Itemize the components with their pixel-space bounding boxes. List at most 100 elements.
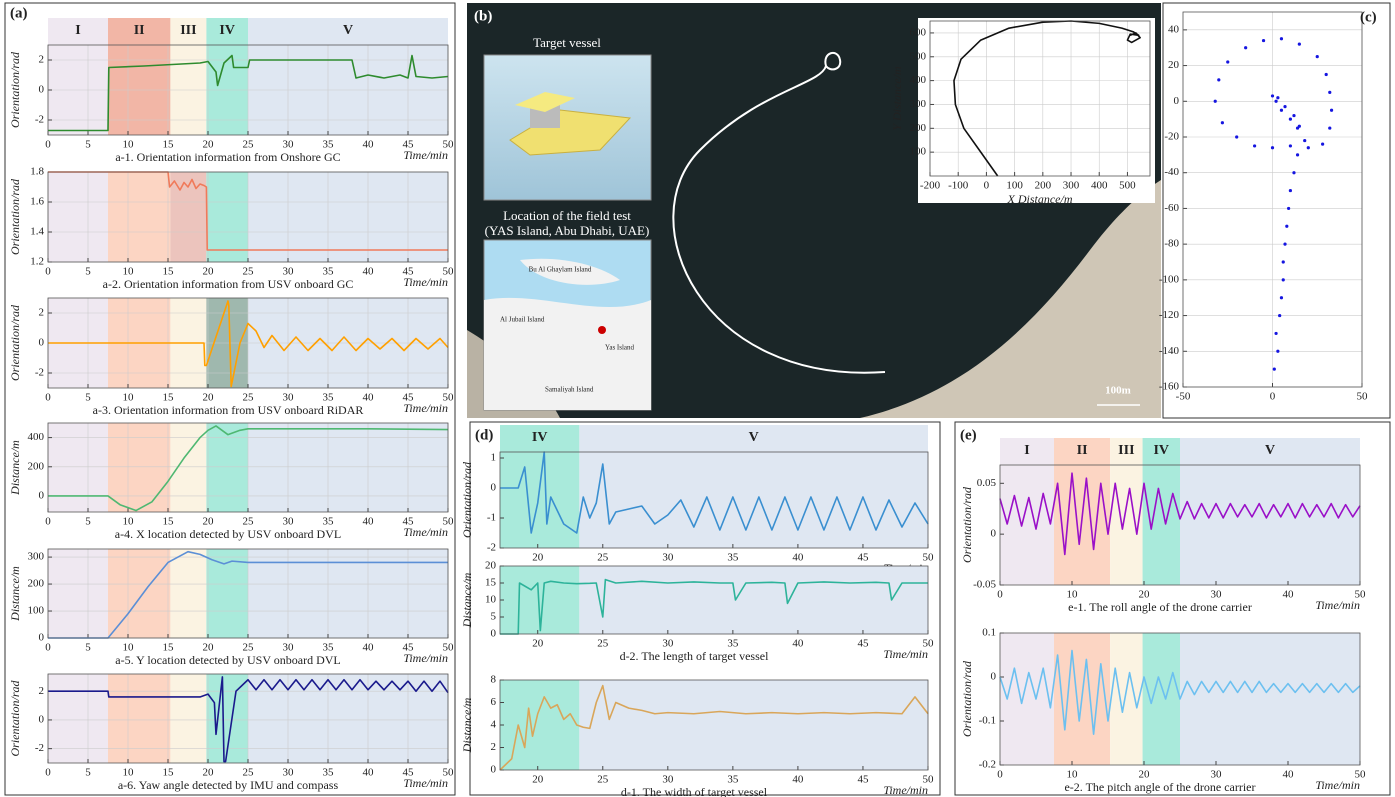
phase-band	[1110, 633, 1142, 765]
phase-label: V	[1265, 443, 1275, 458]
x-axis-label: Time/min	[403, 776, 448, 790]
scatter-point	[1221, 121, 1224, 124]
caption: d-2. The length of target vessel	[620, 649, 770, 663]
panel-label: (d)	[475, 427, 493, 443]
scatter-point	[1276, 96, 1279, 99]
x-tick-label: 30	[283, 767, 295, 779]
y-tick-label: 300	[910, 98, 927, 110]
y-tick-label: 300	[28, 551, 45, 563]
x-tick-label: 400	[1091, 180, 1108, 192]
y-tick-label: 1.6	[30, 196, 44, 208]
phase-label: IV	[532, 430, 548, 445]
phase-label: IV	[1153, 443, 1169, 458]
scatter-point	[1226, 60, 1229, 63]
scatter-point	[1289, 118, 1292, 121]
y-tick-label: 0.1	[982, 627, 996, 639]
x-tick-label: 25	[243, 767, 255, 779]
y-tick-label: 0.05	[977, 477, 997, 489]
x-tick-label: 40	[1283, 769, 1295, 781]
x-tick-label: 0	[984, 180, 990, 192]
y-tick-label: 2	[491, 741, 497, 753]
panel-label: (e)	[960, 427, 977, 443]
phase-band	[1143, 633, 1180, 765]
scatter-point	[1276, 350, 1279, 353]
x-axis-label: Time/min	[403, 275, 448, 289]
x-tick-label: 30	[662, 774, 674, 786]
x-tick-label: 20	[532, 774, 544, 786]
x-axis-label: Time/min	[883, 783, 928, 797]
x-tick-label: 20	[203, 139, 215, 151]
x-tick-label: 0	[45, 767, 51, 779]
y-tick-label: 1	[491, 452, 497, 464]
phase-band	[1000, 633, 1054, 765]
scatter-point	[1280, 296, 1283, 299]
scatter-point	[1274, 332, 1277, 335]
x-tick-label: 20	[1139, 769, 1151, 781]
scatter-point	[1328, 91, 1331, 94]
x-tick-label: 10	[1067, 589, 1079, 601]
y-axis-label: Orientation/rad	[8, 680, 22, 757]
x-tick-label: 10	[123, 767, 135, 779]
y-tick-label: 2	[39, 685, 45, 697]
test-location	[598, 326, 606, 334]
y-axis-label: Orientation/rad	[8, 304, 22, 381]
y-tick-label: -40	[1164, 166, 1179, 178]
x-tick-label: 0	[45, 266, 51, 278]
x-tick-label: 40	[792, 638, 804, 650]
y-tick-label: 0	[491, 482, 497, 494]
caption: a-2. Orientation information from USV on…	[103, 277, 354, 291]
scatter-point	[1287, 207, 1290, 210]
scatter-point	[1278, 314, 1281, 317]
place-label: Yas Island	[605, 344, 635, 352]
x-tick-label: 25	[597, 638, 609, 650]
x-tick-label: 20	[1139, 589, 1151, 601]
scatter-point	[1316, 55, 1319, 58]
caption: a-4. X location detected by USV onboard …	[115, 527, 341, 541]
x-tick-label: 25	[243, 642, 255, 654]
phase-band	[206, 423, 248, 512]
x-tick-label: 0	[1270, 391, 1276, 403]
scatter-point	[1307, 146, 1310, 149]
y-tick-label: 4	[491, 719, 497, 731]
phase-band	[1000, 438, 1054, 585]
scatter-point	[1235, 135, 1238, 138]
caption: e-2. The pitch angle of the drone carrie…	[1064, 780, 1255, 794]
scatter-point	[1325, 73, 1328, 76]
scatter-point	[1271, 94, 1274, 97]
y-axis-label: Orientation/rad	[960, 660, 974, 737]
x-tick-label: 45	[857, 774, 869, 786]
y-tick-label: -0.05	[973, 579, 996, 591]
x-tick-label: 10	[1067, 769, 1079, 781]
x-tick-label: -100	[948, 180, 969, 192]
x-axis-label: Time/min	[403, 651, 448, 665]
x-tick-label: 35	[727, 638, 739, 650]
y-tick-label: 20	[485, 560, 497, 572]
x-tick-label: 25	[243, 266, 255, 278]
x-tick-label: 15	[163, 139, 175, 151]
phase-band	[248, 423, 448, 512]
y-axis-label: Distance/m	[460, 572, 474, 628]
caption: a-6. Yaw angle detected by IMU and compa…	[118, 778, 339, 792]
phase-band	[108, 172, 170, 262]
phase-band	[170, 549, 206, 638]
vessel-title: Target vessel	[533, 35, 601, 50]
phase-band	[1180, 633, 1360, 765]
y-tick-label: -80	[1164, 238, 1179, 250]
y-tick-label: -140	[1159, 345, 1180, 357]
x-tick-label: 35	[323, 642, 335, 654]
plot-background	[930, 21, 1150, 176]
x-tick-label: 40	[363, 767, 375, 779]
x-tick-label: -200	[920, 180, 941, 192]
x-tick-label: 25	[597, 774, 609, 786]
phase-band	[206, 172, 248, 262]
x-tick-label: 100	[1006, 180, 1023, 192]
y-tick-label: 200	[28, 460, 45, 472]
x-tick-label: 15	[163, 266, 175, 278]
y-tick-label: 100	[910, 146, 927, 158]
y-axis-label: Orientation/rad	[960, 486, 974, 563]
scatter-point	[1285, 225, 1288, 228]
scatter-point	[1289, 144, 1292, 147]
panel-label: (c)	[1360, 9, 1377, 25]
x-tick-label: 30	[662, 552, 674, 564]
y-tick-label: -60	[1164, 202, 1179, 214]
